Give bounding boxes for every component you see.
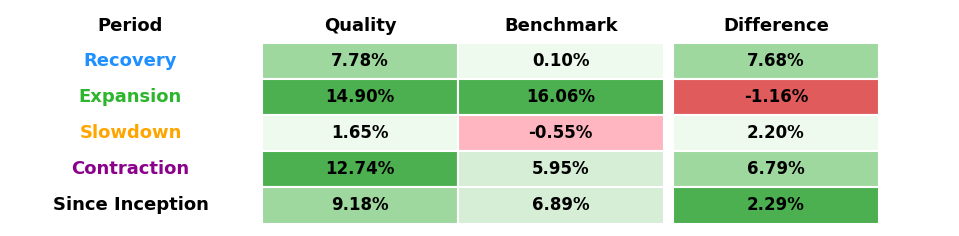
Text: Contraction: Contraction (71, 160, 190, 178)
Bar (262, 115, 458, 151)
Bar (673, 43, 878, 79)
Text: 2.29%: 2.29% (747, 196, 805, 215)
Text: 1.65%: 1.65% (331, 124, 388, 142)
Bar (262, 151, 458, 187)
Bar (673, 79, 878, 115)
Bar (458, 187, 664, 223)
Bar (262, 187, 458, 223)
Bar (458, 115, 664, 151)
Bar (262, 79, 458, 115)
Text: 5.95%: 5.95% (532, 160, 590, 178)
Text: 16.06%: 16.06% (526, 88, 596, 106)
Text: Benchmark: Benchmark (504, 17, 618, 35)
Bar (673, 115, 878, 151)
Text: Period: Period (98, 17, 163, 35)
Text: 9.18%: 9.18% (331, 196, 388, 215)
Text: 6.79%: 6.79% (747, 160, 805, 178)
Text: 2.20%: 2.20% (747, 124, 805, 142)
Text: Slowdown: Slowdown (80, 124, 181, 142)
Bar (458, 43, 664, 79)
Text: Since Inception: Since Inception (53, 196, 208, 215)
Text: -1.16%: -1.16% (744, 88, 808, 106)
Text: Recovery: Recovery (83, 52, 177, 70)
Text: 6.89%: 6.89% (532, 196, 590, 215)
Text: 7.78%: 7.78% (331, 52, 388, 70)
Bar (458, 79, 664, 115)
Bar (673, 187, 878, 223)
Text: 12.74%: 12.74% (325, 160, 395, 178)
Bar (458, 151, 664, 187)
Text: 14.90%: 14.90% (325, 88, 394, 106)
Bar (673, 151, 878, 187)
Text: 7.68%: 7.68% (747, 52, 805, 70)
Text: Quality: Quality (323, 17, 396, 35)
Text: -0.55%: -0.55% (528, 124, 593, 142)
Text: Difference: Difference (723, 17, 829, 35)
Bar (262, 43, 458, 79)
Text: Expansion: Expansion (79, 88, 182, 106)
Text: 0.10%: 0.10% (532, 52, 590, 70)
